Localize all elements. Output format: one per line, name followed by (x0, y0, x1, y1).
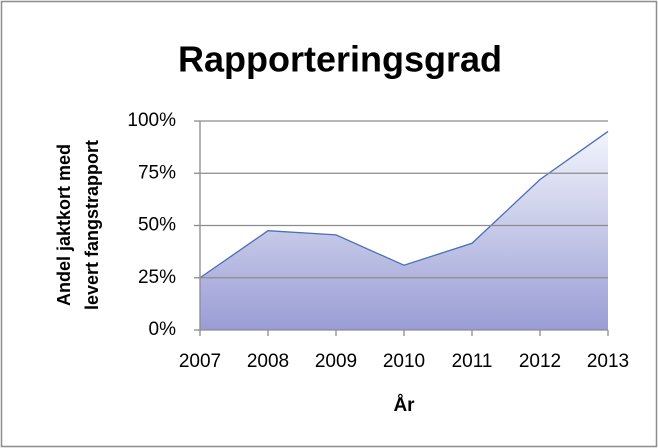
x-tick-label: 2013 (587, 351, 629, 372)
area-line (199, 130, 609, 279)
chart-title: Rapporteringsgrad (178, 39, 502, 80)
y-tick-label: 0% (149, 319, 177, 340)
x-tick-label: 2007 (179, 351, 221, 372)
x-tick-label: 2011 (452, 351, 493, 372)
y-tick-label: 25% (138, 267, 176, 288)
y-axis-title-line: levert fangstrapport (82, 140, 102, 310)
y-tick-label: 50% (138, 215, 176, 236)
x-tick-label: 2012 (519, 351, 561, 372)
x-tick-label: 2009 (315, 351, 357, 372)
x-axis-title: År (393, 395, 415, 416)
y-axis-title: Andel jaktkort med levert fangstrapport (54, 140, 102, 310)
x-tick-label: 2008 (247, 351, 289, 372)
x-tick-label: 2010 (383, 351, 425, 372)
y-tick-label: 75% (138, 162, 176, 183)
y-tick-label: 100% (127, 110, 176, 131)
area (200, 131, 608, 330)
y-axis-title-line: Andel jaktkort med (54, 144, 74, 306)
